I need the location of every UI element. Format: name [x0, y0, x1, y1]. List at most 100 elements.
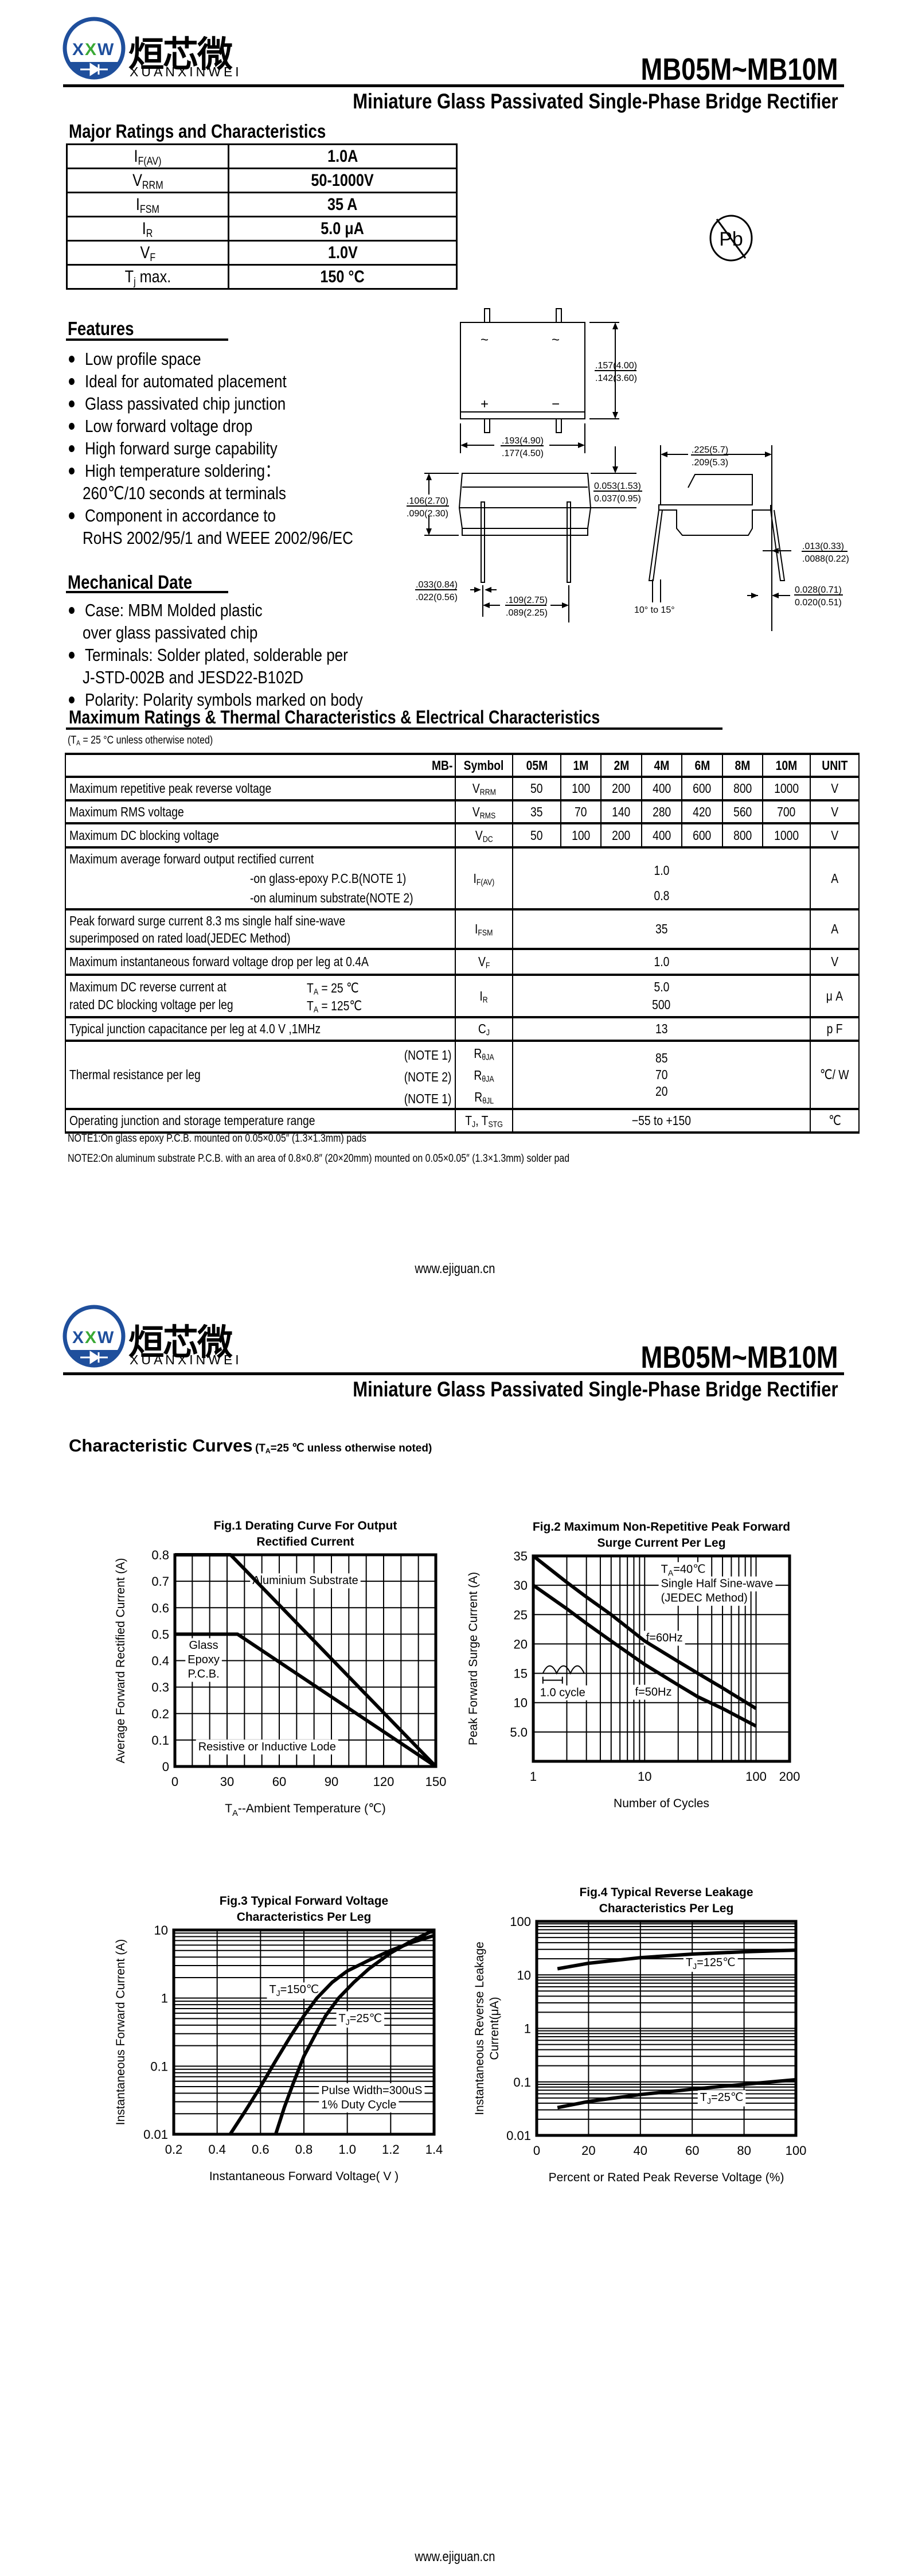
- y-tick-label: 100: [510, 1915, 531, 1929]
- svg-text:X: X: [85, 40, 96, 59]
- annotation-label: 1.0 cycle: [540, 1687, 585, 1699]
- dim-label: .033(0.84): [416, 580, 458, 590]
- y-tick-label: 0.1: [513, 2075, 531, 2089]
- series-line-1: [175, 1553, 438, 1768]
- annotation-background: [319, 2098, 399, 2113]
- annotations: TJ=150℃ TJ=25℃ Pulse Width=300uS 1% Duty Cy…: [267, 1982, 425, 2113]
- y-tick-label: 35: [514, 1549, 528, 1563]
- product-subtitle: Miniature Glass Passivated Single-Phase …: [353, 90, 838, 113]
- svg-text:W: W: [97, 40, 114, 59]
- svg-text:X: X: [72, 1328, 84, 1347]
- x-axis-label: Instantaneous Forward Voltage( V ): [209, 2170, 399, 2183]
- annotation-label: TA=40℃: [661, 1563, 706, 1577]
- value: 150 °C: [320, 267, 365, 286]
- x-tick-label: 10: [638, 1769, 651, 1784]
- y-tick-label: 10: [517, 1968, 531, 1982]
- y-tick-label: 0.3: [151, 1680, 169, 1695]
- list-item: High forward surge capability: [68, 437, 405, 460]
- logo-english-name: XUANXINWEI: [130, 1352, 242, 1367]
- list-item: Low forward voltage drop: [68, 415, 405, 437]
- column-header: Symbol: [464, 757, 504, 773]
- series-line-2: [557, 2077, 796, 2110]
- annotation-label: f=50Hz: [635, 1686, 672, 1699]
- x-tick-label: 60: [272, 1775, 286, 1789]
- ratings-underline: [66, 727, 722, 730]
- list-item: High temperature soldering：: [68, 460, 405, 482]
- positive-terminal-mark: +: [481, 396, 489, 412]
- plot-frame: [535, 1920, 798, 2137]
- y-tick-label: 0.4: [151, 1654, 169, 1668]
- chart-title: Rectified Current: [256, 1535, 354, 1548]
- header-rule: [63, 84, 844, 87]
- annotation-background: [683, 1955, 738, 1972]
- page-header: X X W 烜芯微 XUANXINWEI MB05M~MB10M Miniatu…: [0, 1288, 910, 1403]
- symbol: VRRM: [132, 170, 163, 192]
- series-line-2: [274, 1928, 435, 2135]
- x-tick-label: 200: [779, 1769, 800, 1784]
- table-row: VF 1.0V: [66, 240, 458, 266]
- dim-label: 0.020(0.51): [795, 598, 842, 608]
- series-line-1: [532, 1554, 757, 1710]
- x-tick-label: 150: [425, 1775, 447, 1789]
- company-logo: X X W: [63, 17, 126, 80]
- x-tick-label: 20: [581, 2143, 595, 2158]
- annotation-label: (JEDEC Method): [661, 1592, 748, 1605]
- dim-label: .090(2.30): [407, 509, 448, 519]
- y-tick-label: 0.01: [506, 2128, 531, 2143]
- x-tick-label: 0.6: [252, 2142, 270, 2157]
- list-item: Ideal for automated placement: [68, 370, 405, 392]
- y-tick-label: 0.8: [151, 1548, 169, 1562]
- dim-label: .089(2.25): [506, 608, 548, 618]
- x-tick-label: 0: [171, 1775, 178, 1789]
- annotation-background: [319, 2083, 425, 2099]
- symbol: VF: [140, 243, 155, 264]
- list-item: Low profile space: [68, 348, 405, 370]
- annotations: TJ=125℃ TJ=25℃: [683, 1955, 746, 2107]
- annotation-label: Glass: [189, 1639, 218, 1652]
- annotation-label: Aluminium Substrate: [252, 1574, 358, 1587]
- table-row: IR 5.0 μA: [66, 216, 458, 242]
- y-axis-label: Current(μA): [488, 1997, 501, 2060]
- y-tick-label: 0.2: [151, 1707, 169, 1721]
- series-line-1: [557, 1948, 796, 1971]
- dim-label: .225(5.7): [692, 445, 728, 455]
- annotation-background: [185, 1667, 222, 1682]
- column-header: UNIT: [821, 757, 848, 773]
- y-tick-label: 15: [514, 1667, 528, 1681]
- symbol: IR: [142, 219, 153, 240]
- value: 1.0A: [327, 146, 358, 166]
- column-header: 2M: [614, 757, 629, 773]
- y-tick-label: 5.0: [510, 1725, 528, 1740]
- x-tick-label: 0: [533, 2143, 540, 2158]
- table-header-row: MB- Symbol 05M 1M 2M 4M 6M 8M 10M UNIT: [65, 753, 860, 777]
- chart-title: Fig.3 Typical Forward Voltage: [220, 1894, 388, 1908]
- features-list: Low profile space Ideal for automated pl…: [68, 348, 405, 549]
- annotation-background: [658, 1576, 776, 1591]
- mechanical-title: Mechanical Date: [68, 571, 193, 593]
- note-2: NOTE2:On aluminum substrate P.C.B. with …: [68, 1153, 570, 1165]
- annotation-label: Pulse Width=300uS: [321, 2084, 422, 2097]
- value: 5.0 μA: [321, 219, 365, 238]
- y-axis-label: Average Forward Rectified Current (A): [114, 1558, 127, 1764]
- annotation-label: Epoxy: [188, 1653, 220, 1666]
- list-item-continuation: over glass passivated chip: [83, 622, 258, 643]
- footer-url[interactable]: www.ejiguan.cn: [415, 1261, 495, 1277]
- dim-label: .013(0.33): [802, 542, 844, 551]
- package-outline-drawing: ~ ~ + − .157(4.00) .142(3.60) .193(4.90).…: [407, 308, 849, 631]
- curves-condition: (TA=25 ℃ unless otherwise noted): [255, 1442, 432, 1456]
- svg-text:X: X: [85, 1328, 96, 1347]
- chart-title: Characteristics Per Leg: [237, 1910, 372, 1924]
- annotation-background: [697, 2090, 746, 2107]
- value: 1.0V: [327, 243, 358, 262]
- chart-fig-4: TJ=125℃TJ=25℃0 20 40 60 80 1000.010.1110100Pe…: [473, 1886, 806, 2184]
- list-item: Glass passivated chip junction: [68, 392, 405, 415]
- dim-label: .177(4.50): [502, 449, 544, 458]
- y-tick-label: 0.01: [143, 2127, 168, 2142]
- annotation-label: TJ=125℃: [686, 1956, 736, 1970]
- mechanical-list: Case: MBM Molded plastic over glass pass…: [68, 599, 416, 711]
- table-row: Maximum average forward output rectified…: [65, 846, 860, 910]
- footer-url[interactable]: www.ejiguan.cn: [415, 2549, 495, 2565]
- company-logo: X X W: [63, 1305, 126, 1368]
